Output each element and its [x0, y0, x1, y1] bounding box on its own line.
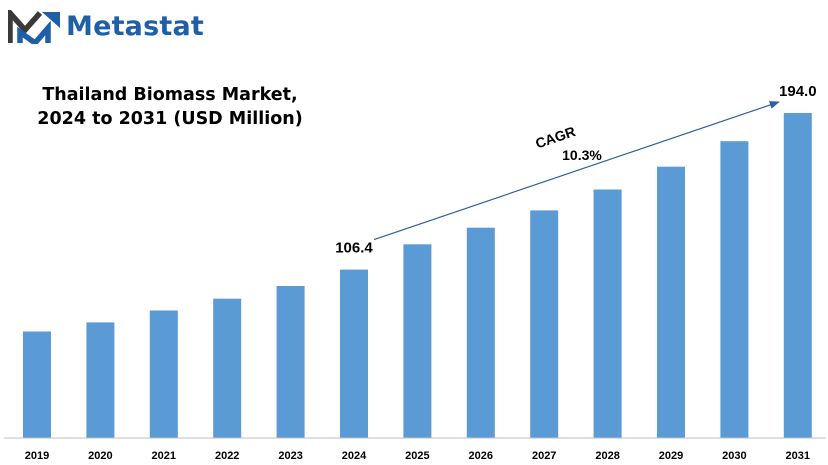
brand-name: Metastat	[66, 11, 205, 42]
bar-2029	[657, 166, 685, 438]
bar-2021	[149, 310, 178, 438]
x-tick-label: 2021	[152, 450, 176, 462]
bar-2019	[23, 331, 51, 438]
brand-logo: Metastat	[8, 8, 204, 46]
chart-title: Thailand Biomass Market, 2024 to 2031 (U…	[30, 83, 310, 131]
cagr-value-label: 10.3%	[562, 147, 602, 163]
data-labels-layer: 106.4 194.0	[335, 83, 816, 257]
data-label: 106.4	[335, 240, 373, 257]
bar-2025	[403, 244, 432, 438]
bars-layer	[23, 113, 812, 438]
x-tick-label: 2029	[659, 450, 683, 462]
x-tick-label: 2024	[342, 450, 367, 462]
chart-title-line-2: 2024 to 2031 (USD Million)	[37, 109, 303, 129]
x-axis-ticks: 2019 2020 2021 2022 2023 2024 2025 2026 2027 2028…	[25, 450, 810, 462]
x-tick-label: 2031	[786, 450, 810, 462]
bar-2023	[276, 286, 305, 438]
bar-2022	[213, 298, 242, 438]
data-label: 194.0	[779, 83, 817, 100]
bar-2031	[783, 113, 812, 438]
bar-2027	[530, 210, 559, 438]
cagr-arrow	[373, 101, 780, 241]
x-tick-label: 2020	[88, 450, 112, 462]
x-tick-label: 2026	[469, 450, 493, 462]
x-tick-label: 2030	[722, 450, 746, 462]
bar-2028	[593, 189, 622, 438]
bar-2024	[340, 269, 368, 438]
x-tick-label: 2022	[215, 450, 239, 462]
bar-2020	[86, 322, 115, 438]
bar-2030	[720, 141, 749, 438]
metastat-m-logo-icon	[8, 10, 60, 44]
x-tick-label: 2019	[25, 450, 49, 462]
bar-2026	[466, 227, 495, 438]
chart-title-line-1: Thailand Biomass Market,	[42, 85, 298, 105]
x-tick-label: 2028	[595, 450, 619, 462]
x-tick-label: 2025	[405, 450, 429, 462]
x-tick-label: 2027	[532, 450, 556, 462]
x-tick-label: 2023	[278, 450, 302, 462]
